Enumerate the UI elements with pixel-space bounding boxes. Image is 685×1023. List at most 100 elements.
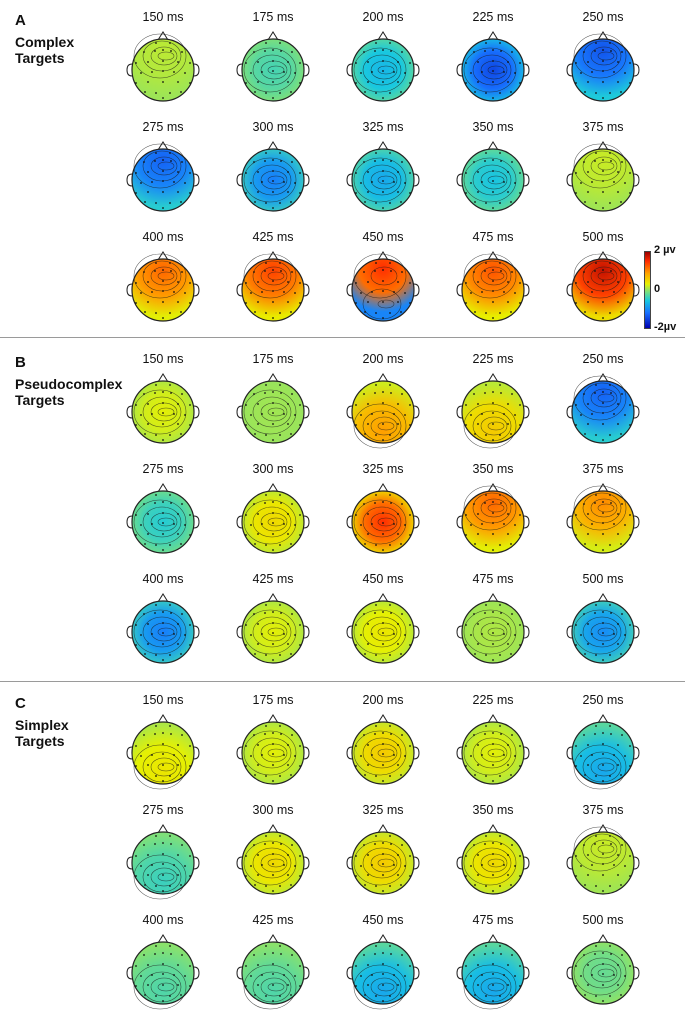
scalp-topomap: [456, 483, 530, 554]
time-label: 225 ms: [472, 10, 514, 24]
head-outline: [571, 490, 635, 554]
scalp-topomap: [566, 141, 640, 212]
nose: [597, 934, 609, 944]
scalp-topomap: [236, 714, 310, 785]
electrode-markers: [355, 384, 411, 441]
colorbar-gradient: [644, 251, 651, 329]
panel-title-line: Targets: [15, 50, 65, 66]
head-outline: [461, 490, 525, 554]
time-label: 500 ms: [582, 230, 624, 244]
nose: [377, 483, 389, 493]
left-ear: [126, 405, 133, 419]
nose: [267, 934, 279, 944]
left-ear: [456, 856, 463, 870]
time-label: 500 ms: [582, 572, 624, 586]
nose: [487, 593, 499, 603]
topomap-cell: 350 ms: [438, 120, 548, 230]
nose: [377, 31, 389, 41]
electrode-markers: [575, 725, 631, 782]
contour-lines: [463, 253, 517, 299]
nose: [157, 934, 169, 944]
scalp-topomap: [566, 31, 640, 102]
time-label: 150 ms: [142, 10, 184, 24]
left-ear: [236, 966, 243, 980]
topomap-cell: 350 ms: [438, 803, 548, 913]
contour-lines: [133, 499, 187, 545]
topomap-cell: 275 ms: [108, 462, 218, 572]
head-outline: [461, 380, 525, 444]
right-ear: [413, 625, 420, 639]
time-label: 475 ms: [472, 913, 514, 927]
time-label: 275 ms: [142, 462, 184, 476]
head-outline: [241, 941, 305, 1005]
time-label: 350 ms: [472, 803, 514, 817]
nose: [487, 824, 499, 834]
nose: [597, 31, 609, 41]
scalp-topomap: [236, 934, 310, 1010]
time-label: 300 ms: [252, 462, 294, 476]
nose: [157, 31, 169, 41]
nose: [267, 141, 279, 151]
panel-title: Complex Targets: [15, 34, 74, 66]
right-ear: [303, 283, 310, 297]
left-ear: [346, 283, 353, 297]
panel-title: Pseudocomplex Targets: [15, 376, 122, 408]
right-ear: [523, 625, 530, 639]
topomap-cell: 475 ms: [438, 572, 548, 682]
contour-lines: [243, 840, 297, 886]
topomap-cell: 300 ms: [218, 803, 328, 913]
electrode-markers: [135, 945, 191, 1002]
left-ear: [566, 515, 573, 529]
head-outline: [131, 38, 195, 102]
panel-a: A Complex Targets 150 ms 175 ms 200 ms 225 ms 2…: [0, 0, 685, 335]
left-ear: [126, 856, 133, 870]
electrode-markers: [465, 725, 521, 782]
contour-lines: [353, 403, 407, 449]
right-ear: [193, 405, 200, 419]
time-label: 400 ms: [142, 913, 184, 927]
nose: [267, 31, 279, 41]
right-ear: [633, 746, 640, 760]
nose: [267, 593, 279, 603]
scalp-topomap: [346, 373, 420, 449]
panel-title-line: Complex: [15, 34, 75, 50]
right-ear: [523, 63, 530, 77]
scalp-topomap: [346, 934, 420, 1010]
topomap-cell: 150 ms: [108, 693, 218, 803]
left-ear: [566, 746, 573, 760]
left-ear: [346, 515, 353, 529]
left-ear: [456, 625, 463, 639]
time-label: 375 ms: [582, 462, 624, 476]
nose: [377, 714, 389, 724]
nose: [267, 251, 279, 261]
right-ear: [193, 746, 200, 760]
right-ear: [523, 283, 530, 297]
contour-lines: [353, 840, 407, 886]
scalp-topomap: [126, 934, 200, 1010]
contour-lines: [133, 609, 187, 655]
panel-letter: C: [15, 695, 26, 712]
right-ear: [193, 283, 200, 297]
contour-lines: [243, 389, 297, 435]
contour-lines: [353, 47, 407, 93]
nose: [377, 251, 389, 261]
electrode-markers: [245, 262, 301, 319]
scalp-topomap: [456, 31, 530, 102]
time-label: 225 ms: [472, 693, 514, 707]
contour-lines: [243, 47, 297, 93]
nose: [157, 251, 169, 261]
topomap-cell: 325 ms: [328, 120, 438, 230]
topomap-cell: 250 ms: [548, 693, 658, 803]
time-label: 450 ms: [362, 572, 404, 586]
right-ear: [303, 63, 310, 77]
scalp-topomap: [346, 714, 420, 785]
contour-lines: [463, 485, 517, 531]
electrode-markers: [465, 494, 521, 551]
left-ear: [236, 173, 243, 187]
time-label: 200 ms: [362, 693, 404, 707]
head-outline: [131, 148, 195, 212]
right-ear: [303, 173, 310, 187]
electrode-markers: [355, 152, 411, 209]
contour-lines: [463, 730, 517, 776]
topomap-cell: 250 ms: [548, 10, 658, 120]
